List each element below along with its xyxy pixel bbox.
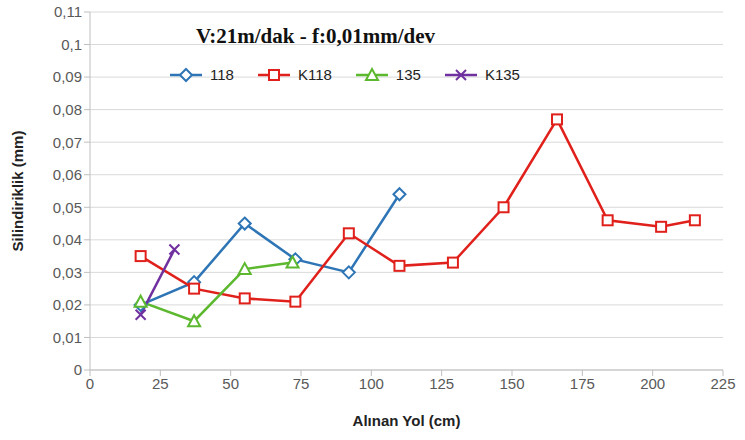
html-text:118: 118 — [210, 66, 234, 83]
svg-text:50: 50 — [222, 375, 239, 392]
html-text:135: 135 — [395, 66, 421, 83]
svg-text:150: 150 — [499, 375, 524, 392]
svg-text:0,06: 0,06 — [53, 166, 82, 183]
html-text:K118: K118 — [297, 66, 332, 83]
svg-text:0,1: 0,1 — [61, 36, 82, 53]
svg-text:0,01: 0,01 — [53, 329, 82, 346]
svg-text:Silindiriklik (mm): Silindiriklik (mm) — [9, 131, 26, 252]
svg-text:0,03: 0,03 — [53, 264, 82, 281]
svg-text:0: 0 — [86, 375, 94, 392]
svg-text:0,11: 0,11 — [54, 3, 82, 20]
svg-text:225: 225 — [710, 375, 735, 392]
svg-text:100: 100 — [359, 375, 384, 392]
html-text:V:21m/dak - f:0,01mm/dev: V:21m/dak - f:0,01mm/dev — [196, 24, 435, 48]
svg-text:0,05: 0,05 — [53, 199, 82, 216]
svg-text:125: 125 — [429, 375, 454, 392]
svg-text:75: 75 — [293, 375, 310, 392]
svg-text:25: 25 — [152, 375, 169, 392]
svg-text:0,07: 0,07 — [53, 134, 82, 151]
html-text:K135: K135 — [484, 66, 520, 83]
svg-text:200: 200 — [640, 375, 665, 392]
svg-text:0,02: 0,02 — [53, 296, 82, 313]
svg-text:0,08: 0,08 — [53, 101, 82, 118]
svg-text:0: 0 — [74, 361, 82, 378]
svg-text:Alınan Yol (cm): Alınan Yol (cm) — [353, 412, 461, 429]
svg-text:0,04: 0,04 — [53, 231, 82, 248]
svg-text:175: 175 — [570, 375, 595, 392]
svg-text:0,09: 0,09 — [53, 68, 82, 85]
